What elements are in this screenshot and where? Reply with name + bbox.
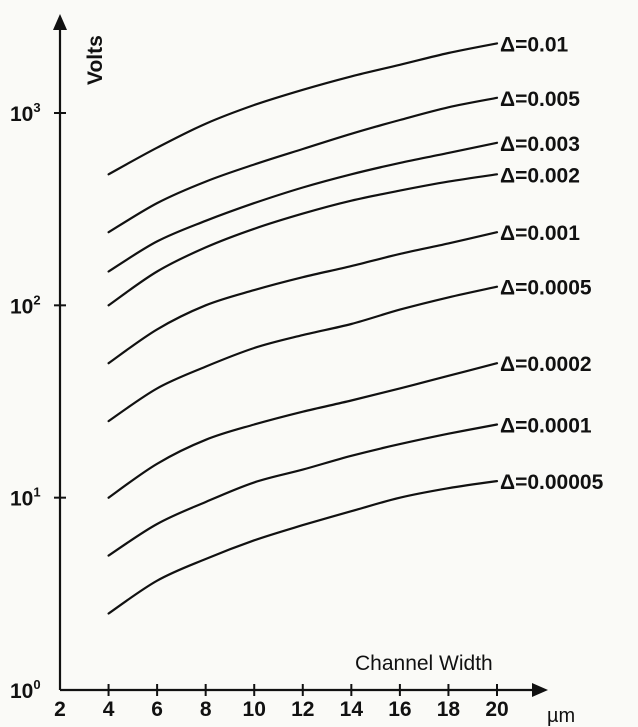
x-tick-label: 10 — [243, 698, 266, 721]
y-tick-base: 10 — [10, 680, 33, 703]
y-tick-label: 101 — [10, 485, 41, 511]
x-axis-label: Channel Width — [355, 652, 493, 675]
series-label: Δ=0.005 — [500, 88, 580, 111]
y-axis-arrow — [53, 14, 67, 30]
y-axis-label: Volts — [84, 35, 107, 85]
series-label: Δ=0.01 — [500, 33, 569, 56]
x-tick-label: 2 — [54, 698, 66, 721]
y-tick-base: 10 — [10, 103, 33, 126]
curves — [107, 42, 499, 615]
series-label: Δ=0.002 — [500, 164, 580, 187]
y-tick-base: 10 — [10, 295, 33, 318]
series-label: Δ=0.0001 — [500, 415, 592, 438]
y-tick-label: 103 — [10, 100, 41, 126]
y-tick-base: 10 — [10, 488, 33, 511]
series-line — [107, 423, 499, 557]
series-labels: Δ=0.01 Δ=0.005 Δ=0.003 Δ=0.002 Δ=0.001 Δ=0.00… — [500, 33, 604, 494]
x-tick-label: 12 — [291, 698, 314, 721]
y-tick-label: 102 — [10, 292, 41, 318]
x-axis-unit: µm — [547, 705, 575, 727]
series-line — [107, 173, 499, 307]
series-line — [107, 231, 499, 365]
y-tick-label: 100 — [10, 677, 41, 703]
series-line — [107, 480, 499, 615]
axes — [53, 14, 548, 697]
x-ticks: 2 4 6 8 10 12 14 16 18 20 — [54, 684, 509, 721]
series-label: Δ=0.001 — [500, 222, 580, 245]
x-tick-label: 8 — [200, 698, 212, 721]
series-line — [107, 96, 499, 234]
series-line — [107, 362, 499, 499]
y-tick-exponent: 1 — [33, 485, 40, 500]
x-axis-arrow — [532, 683, 548, 697]
x-tick-label: 18 — [437, 698, 461, 721]
series-label: Δ=0.00005 — [500, 471, 604, 494]
x-tick-label: 20 — [485, 698, 508, 721]
series-label: Δ=0.0005 — [500, 277, 592, 300]
series-line — [107, 141, 499, 273]
x-tick-label: 6 — [151, 698, 163, 721]
series-line — [107, 285, 499, 423]
x-tick-label: 4 — [103, 698, 115, 721]
y-tick-exponent: 2 — [33, 292, 40, 307]
series-line — [107, 42, 499, 176]
series-label: Δ=0.0002 — [500, 353, 592, 376]
y-tick-exponent: 3 — [33, 100, 40, 115]
series-label: Δ=0.003 — [500, 133, 580, 156]
x-tick-label: 14 — [340, 698, 364, 721]
y-tick-exponent: 0 — [33, 677, 40, 692]
x-tick-label: 16 — [388, 698, 411, 721]
